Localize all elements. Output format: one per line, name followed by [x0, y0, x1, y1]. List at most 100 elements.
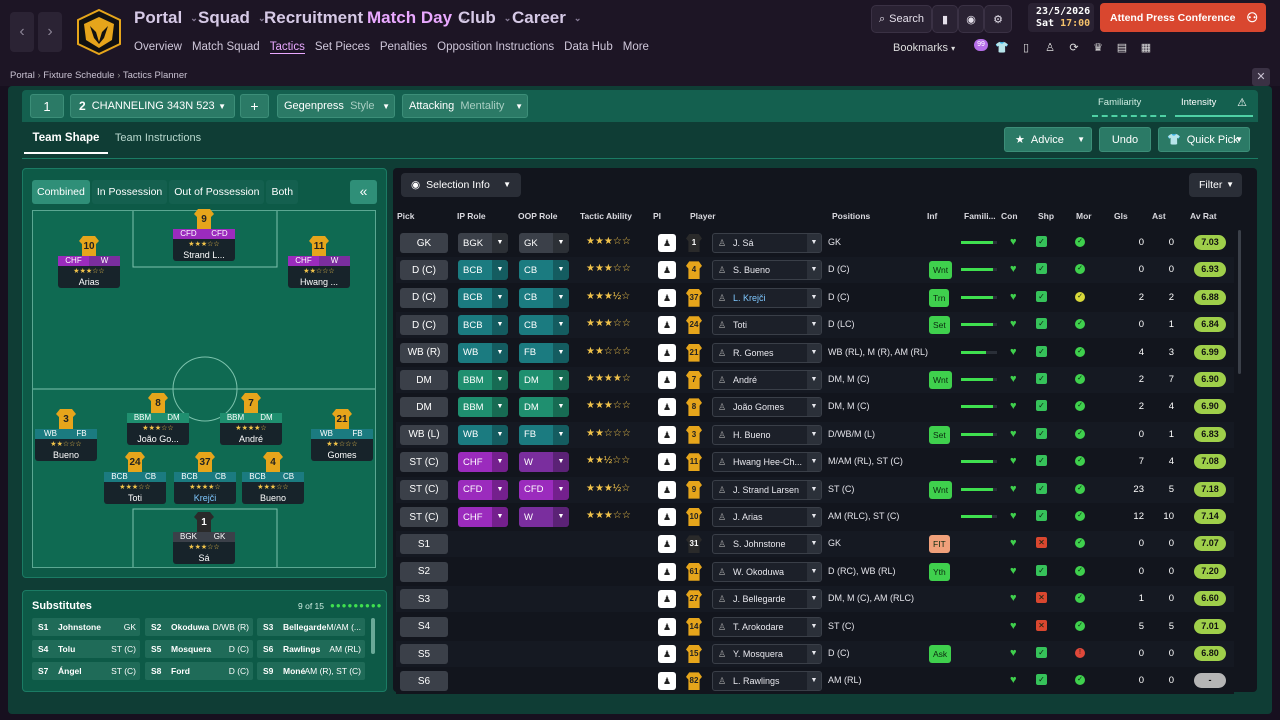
player-select[interactable]: ♙ L. Krejči ▼ — [712, 287, 822, 308]
pick-position[interactable]: S6 — [400, 671, 448, 692]
player-select[interactable]: ♙ J. Bellegarde ▼ — [712, 589, 822, 610]
column-header[interactable]: Famili... — [964, 211, 996, 221]
player-select[interactable]: ♙ J. Strand Larsen ▼ — [712, 479, 822, 500]
player-instructions-icon[interactable]: ♟ — [658, 453, 676, 472]
shirt-icon[interactable]: 👕 — [995, 42, 1009, 54]
player-select[interactable]: ♙ R. Gomes ▼ — [712, 342, 822, 363]
table-row[interactable]: S3 ♟ 27 ♙ J. Bellegarde ▼ DM, M (C), AM (RLC) ♥… — [396, 586, 1234, 613]
forward-button[interactable]: › — [38, 12, 62, 52]
ip-role-select[interactable]: BGK ▼ — [458, 233, 508, 253]
subnav-opposition-instructions[interactable]: Opposition Instructions — [437, 41, 555, 53]
player-instructions-icon[interactable]: ♟ — [658, 672, 676, 691]
table-row[interactable]: S2 ♟ 61 ♙ W. Okoduwa ▼ D (RC), WB (RL) Yth ♥ ✓ ✓ 0 0… — [396, 558, 1234, 585]
undo-button[interactable]: Undo — [1099, 127, 1151, 152]
tab-team-shape[interactable]: Team Shape — [24, 126, 108, 154]
oop-role-select[interactable]: W ▼ — [519, 507, 569, 527]
phone-icon[interactable]: ▯ — [1022, 42, 1030, 54]
nav-portal[interactable]: Portal ⌄ — [134, 8, 198, 27]
pitch-player[interactable]: 10 CHF W ★★★☆☆ Arias — [58, 236, 120, 288]
ip-role-select[interactable]: BCB ▼ — [458, 260, 508, 281]
pick-position[interactable]: GK — [400, 233, 448, 253]
player-instructions-icon[interactable]: ♟ — [658, 343, 676, 362]
table-row[interactable]: D (C) BCB ▼ CB ▼ ★★★☆☆ ♟ 4 ♙ S. Bueno ▼ D (C) Wnt ♥ ✓ ✓… — [396, 257, 1234, 284]
pick-position[interactable]: S1 — [400, 534, 448, 555]
pick-position[interactable]: DM — [400, 370, 448, 390]
tactic-select[interactable]: 2 CHANNELING 343N 523 ▼ — [70, 94, 235, 118]
oop-role-select[interactable]: CB ▼ — [519, 260, 569, 281]
table-row[interactable]: ST (C) CFD ▼ CFD ▼ ★★★½☆ ♟ 9 ♙ J. Strand Larsen ▼ S… — [396, 476, 1234, 503]
player-instructions-icon[interactable]: ♟ — [658, 645, 676, 663]
pick-position[interactable]: WB (R) — [400, 342, 448, 363]
ip-role-select[interactable]: BCB ▼ — [458, 287, 508, 308]
info-badge[interactable]: Wnt — [929, 480, 953, 499]
substitute-item[interactable]: S8 Ford D (C) — [145, 662, 253, 680]
add-tactic-button[interactable]: + — [240, 94, 269, 118]
pitch-player[interactable]: 37 BCB CB ★★★★☆ Krejči — [174, 452, 236, 504]
pitch-player[interactable]: 9 CFD CFD ★★★☆☆ Strand L... — [173, 209, 235, 261]
familiarity-meter[interactable]: Familiarity — [1092, 97, 1166, 117]
nav-career[interactable]: Career ⌄ — [512, 8, 582, 27]
player-select[interactable]: ♙ J. Arias ▼ — [712, 507, 822, 527]
substitute-item[interactable]: S6 Rawlings AM (RL) — [257, 640, 365, 658]
player-instructions-icon[interactable]: ♟ — [658, 562, 676, 581]
style-select[interactable]: Gegenpress Style ▼ — [277, 94, 395, 118]
player-select[interactable]: ♙ Y. Mosquera ▼ — [712, 644, 822, 664]
pick-position[interactable]: S5 — [400, 644, 448, 664]
player-instructions-icon[interactable]: ♟ — [658, 371, 676, 389]
pick-position[interactable]: S3 — [400, 589, 448, 610]
gear-icon[interactable]: ⚙ — [984, 5, 1012, 33]
table-row[interactable]: DM BBM ▼ DM ▼ ★★★★☆ ♟ 7 ♙ André ▼ DM, M (C) Wnt ♥ ✓ ✓ 2 7… — [396, 367, 1234, 393]
subnav-match-squad[interactable]: Match Squad — [191, 41, 260, 53]
refresh-icon[interactable]: ⟳ — [1069, 42, 1079, 54]
person-icon[interactable]: ♙ — [1045, 42, 1055, 54]
ip-role-select[interactable]: WB ▼ — [458, 342, 508, 363]
filter-dropdown[interactable]: Filter ▼ — [1189, 173, 1242, 197]
intensity-meter[interactable]: Intensity ⚠ — [1175, 97, 1253, 117]
ip-role-select[interactable]: BCB ▼ — [458, 315, 508, 336]
column-header[interactable]: Inf — [927, 211, 938, 221]
subnav-set-pieces[interactable]: Set Pieces — [314, 41, 370, 53]
pick-position[interactable]: DM — [400, 397, 448, 418]
ip-role-select[interactable]: CHF ▼ — [458, 452, 508, 473]
table-row[interactable]: ST (C) CHF ▼ W ▼ ★★½☆☆ ♟ 11 ♙ Hwang Hee-Ch... ▼ M/A… — [396, 449, 1234, 476]
player-select[interactable]: ♙ T. Arokodare ▼ — [712, 616, 822, 637]
notes-icon[interactable]: ▮ — [932, 5, 958, 33]
player-select[interactable]: ♙ Hwang Hee-Ch... ▼ — [712, 452, 822, 473]
substitute-item[interactable]: S1 Johnstone GK — [32, 618, 140, 636]
table-row[interactable]: ST (C) CHF ▼ W ▼ ★★★☆☆ ♟ 10 ♙ J. Arias ▼ AM (RLC), … — [396, 504, 1234, 530]
pick-position[interactable]: D (C) — [400, 315, 448, 336]
ip-role-select[interactable]: BBM ▼ — [458, 370, 508, 390]
player-select[interactable]: ♙ S. Johnstone ▼ — [712, 534, 822, 555]
mode-in-possession[interactable]: In Possession — [91, 180, 168, 204]
table-row[interactable]: S4 ♟ 14 ♙ T. Arokodare ▼ ST (C) ♥ ✕ ✓ 5 5 7.01 — [396, 613, 1234, 640]
info-badge[interactable]: Trn — [929, 288, 950, 307]
column-header[interactable]: Tactic Ability — [580, 211, 632, 221]
table-row[interactable]: DM BBM ▼ DM ▼ ★★★☆☆ ♟ 8 ♙ João Gomes ▼ DM, M (C) ♥ ✓ ✓… — [396, 394, 1234, 421]
column-header[interactable]: Player — [690, 211, 716, 221]
mode-out-of-possession[interactable]: Out of Possession — [169, 180, 265, 204]
oop-role-select[interactable]: CB ▼ — [519, 287, 569, 308]
subnav-overview[interactable]: Overview — [134, 41, 182, 53]
nav-squad[interactable]: Squad ⌄ — [198, 8, 266, 27]
quick-pick-button[interactable]: 👕 Quick Pick ▼ — [1158, 127, 1250, 152]
date-time-display[interactable]: 23/5/2026 Sat 17:00 — [1028, 3, 1094, 32]
player-select[interactable]: ♙ W. Okoduwa ▼ — [712, 561, 822, 582]
player-select[interactable]: ♙ João Gomes ▼ — [712, 397, 822, 418]
back-button[interactable]: ‹ — [10, 12, 34, 52]
pitch-player[interactable]: 1 BGK GK ★★★☆☆ Sá — [173, 512, 235, 564]
ip-role-select[interactable]: BBM ▼ — [458, 397, 508, 418]
advice-button[interactable]: ★ Advice ▼ — [1004, 127, 1092, 152]
report-icon[interactable]: ▤ — [1116, 42, 1128, 54]
info-badge[interactable]: Yth — [929, 562, 950, 581]
player-select[interactable]: ♙ L. Rawlings ▼ — [712, 671, 822, 692]
calendar-icon[interactable]: ▦ — [1140, 42, 1152, 54]
subnav-tactics[interactable]: Tactics — [269, 41, 305, 54]
close-icon[interactable]: ✕ — [1252, 68, 1270, 86]
pick-position[interactable]: ST (C) — [400, 452, 448, 473]
substitute-item[interactable]: S3 Bellegarde M/AM (... — [257, 618, 365, 636]
substitute-item[interactable]: S2 Okoduwa D/WB (R) — [145, 618, 253, 636]
player-instructions-icon[interactable]: ♟ — [658, 261, 676, 280]
nav-recruitment[interactable]: Recruitment ⌄ — [264, 8, 379, 27]
info-badge[interactable]: FIT — [929, 535, 950, 554]
oop-role-select[interactable]: GK ▼ — [519, 233, 569, 253]
